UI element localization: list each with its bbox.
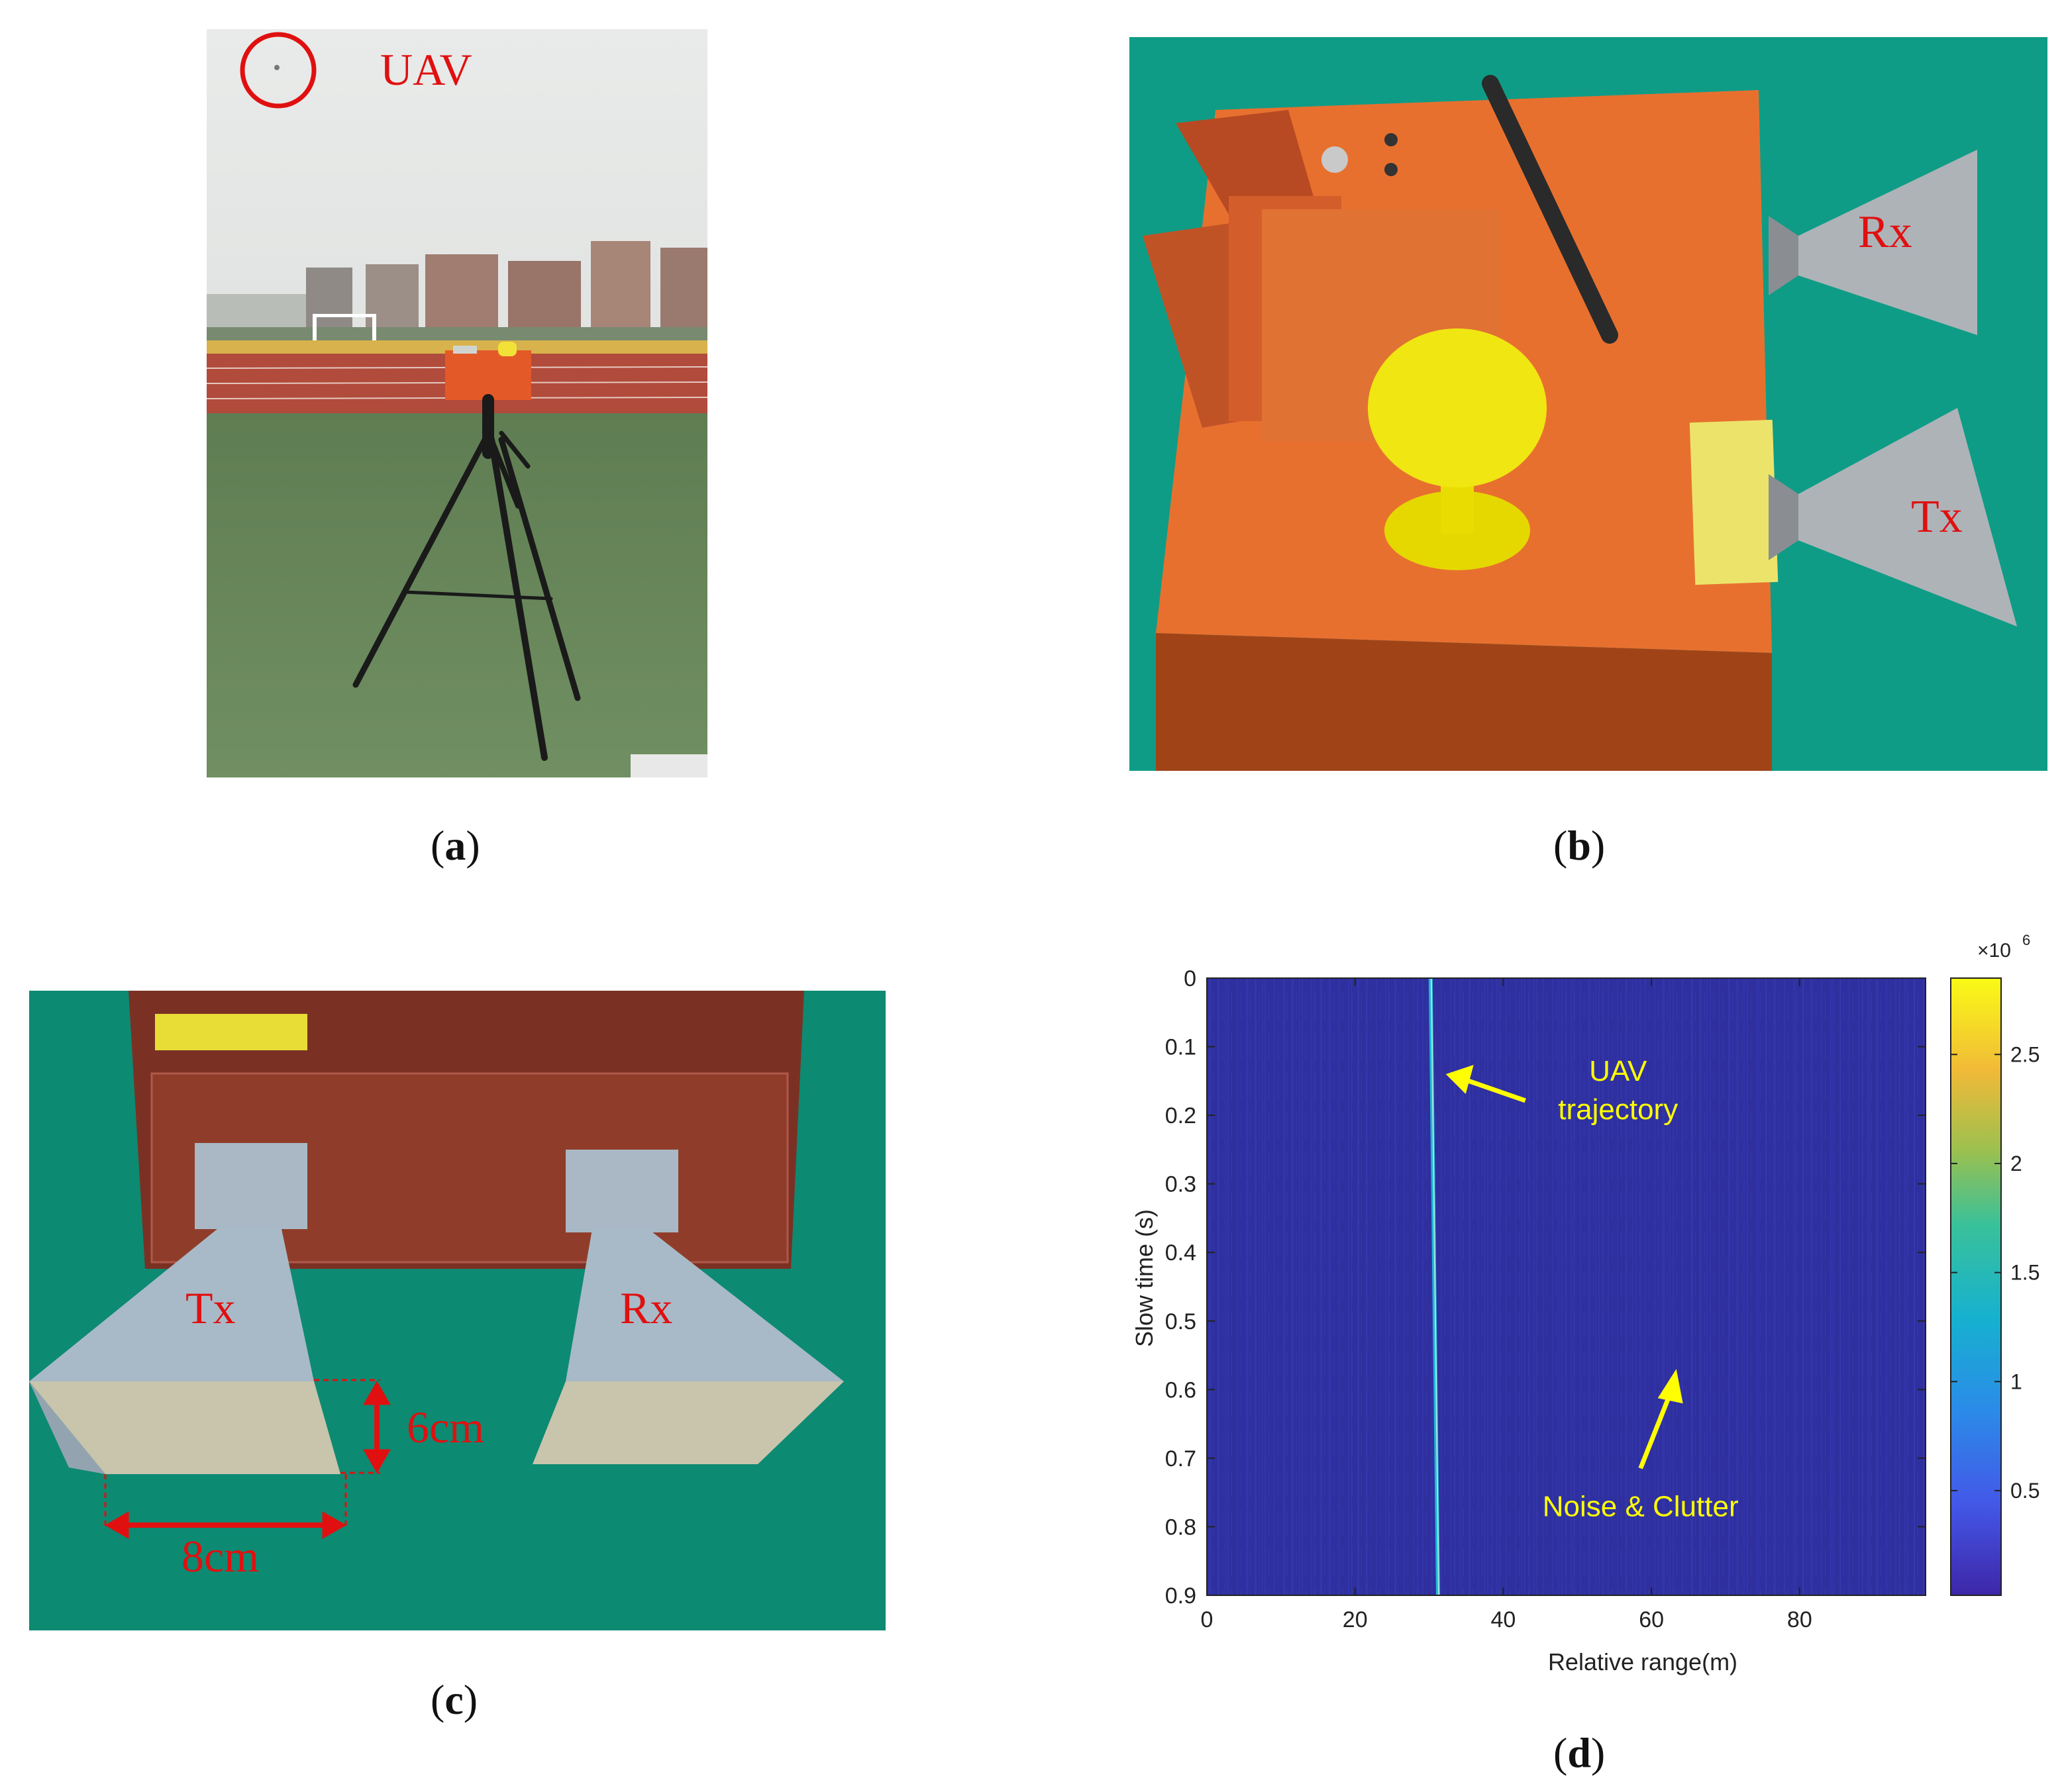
uav-annotation-line2: trajectory <box>1558 1093 1678 1126</box>
heatmap-background <box>1207 978 1926 1595</box>
y-tick-label: 0.9 <box>1165 1583 1196 1609</box>
x-tick-label: 80 <box>1787 1607 1812 1632</box>
colorbar-exponent: ×10 <box>1977 940 2011 962</box>
noise-arrow-shaft <box>1638 1390 1673 1469</box>
uav-label: UAV <box>380 44 472 95</box>
uav-arrow-head <box>1445 1064 1474 1094</box>
panel-c-photo: Tx Rx 6cm 8cm <box>29 991 886 1630</box>
radar-top-view-photo <box>1129 37 2047 771</box>
colorbar-tick-label: 0.5 <box>2010 1479 2040 1503</box>
caption-b: (b) <box>1553 822 1606 869</box>
colorbar-tick-label: 1 <box>2010 1369 2022 1393</box>
x-tick-label: 40 <box>1491 1607 1516 1632</box>
tripod <box>352 394 581 761</box>
y-tick-label: 0.5 <box>1165 1309 1196 1334</box>
uav-arrow-shaft <box>1459 1075 1526 1103</box>
x-tick-label: 60 <box>1639 1607 1664 1632</box>
caption-d: (d) <box>1553 1729 1606 1776</box>
x-axis-label: Relative range(m) <box>1548 1648 1737 1675</box>
y-tick-label: 0 <box>1184 966 1196 991</box>
y-axis-label: Slow time (s) <box>1131 1209 1158 1347</box>
caption-a: (a) <box>431 822 480 869</box>
colorbar-tick-label: 2 <box>2010 1152 2022 1175</box>
colorbar-exponent-power: 6 <box>2022 932 2030 948</box>
y-tick-label: 0.1 <box>1165 1035 1196 1060</box>
axes: 0 20 40 60 80 0 0.1 0.2 0.3 0.4 0.5 0.6 0.7 0.8 0.9 <box>1165 966 1926 1632</box>
dim-width-label: 8cm <box>181 1531 260 1581</box>
rx-label-c: Rx <box>620 1283 673 1333</box>
uav-trajectory-core <box>1430 977 1439 1596</box>
caption-c: (c) <box>431 1676 478 1723</box>
annotations: UAV trajectory Noise & Clutter <box>1445 1055 1739 1522</box>
y-tick-label: 0.2 <box>1165 1103 1196 1128</box>
panel-d-chart: 0 20 40 60 80 0 0.1 0.2 0.3 0.4 0.5 0.6 0.7 0.8 0.9 0.… <box>1086 907 2060 1695</box>
uav-marker-circle <box>240 32 317 109</box>
y-tick-label: 0.3 <box>1165 1172 1196 1197</box>
x-tick-label: 20 <box>1343 1607 1368 1632</box>
colorbar-tick-label: 1.5 <box>2010 1261 2040 1285</box>
colorbar-tick-label: 2.5 <box>2010 1042 2040 1066</box>
panel-a-photo: UAV <box>206 29 708 777</box>
tx-label-b: Tx <box>1911 491 1963 542</box>
tx-label-c: Tx <box>185 1283 236 1333</box>
colorbar: 0.5 1 1.5 2 2.5 ×10 6 <box>1950 932 2040 1596</box>
dimension-annotations <box>104 1379 391 1539</box>
noise-arrow-head <box>1657 1369 1683 1404</box>
y-tick-label: 0.6 <box>1165 1377 1196 1403</box>
horn-antennas-photo <box>29 991 886 1630</box>
uav-annotation-line1: UAV <box>1589 1055 1647 1087</box>
y-tick-label: 0.8 <box>1165 1515 1196 1540</box>
tripod-radar-photo <box>206 29 708 777</box>
colorbar-gradient <box>1950 977 2002 1596</box>
radar-device <box>445 342 531 400</box>
dim-height-label: 6cm <box>407 1402 485 1452</box>
noise-annotation-label: Noise & Clutter <box>1543 1490 1739 1522</box>
plot-frame <box>1206 977 1926 1596</box>
panel-b-photo: Rx Tx <box>1129 37 2047 771</box>
range-time-heatmap: 0 20 40 60 80 0 0.1 0.2 0.3 0.4 0.5 0.6 0.7 0.8 0.9 0.… <box>1131 932 2040 1675</box>
y-tick-label: 0.7 <box>1165 1446 1196 1471</box>
plot-area <box>1207 977 1926 1596</box>
rx-label-b: Rx <box>1858 207 1912 258</box>
x-tick-label: 0 <box>1201 1607 1214 1632</box>
y-tick-label: 0.4 <box>1165 1240 1196 1266</box>
